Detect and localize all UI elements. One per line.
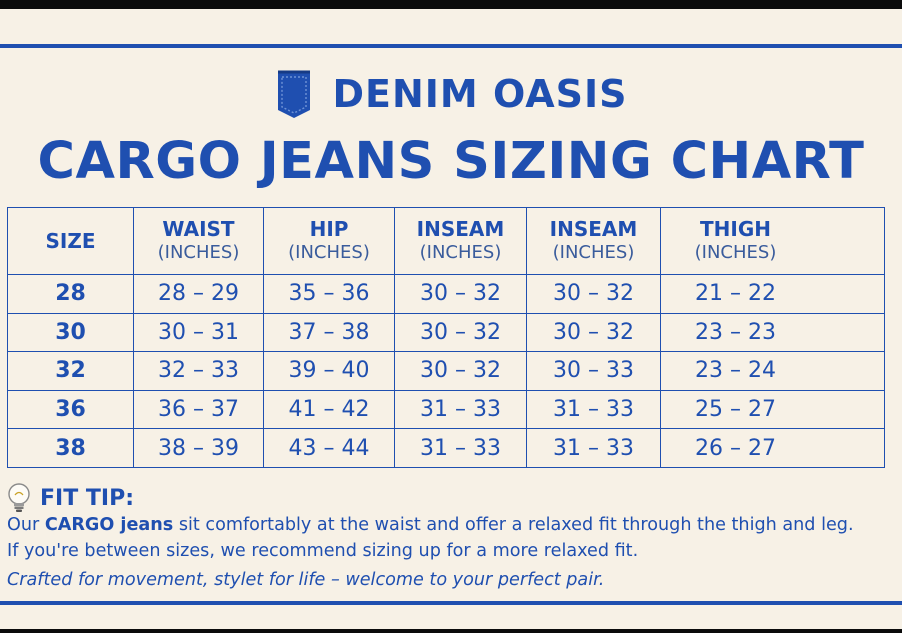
size-cell: 28	[7, 274, 134, 314]
hip-cell: 35 – 36	[263, 274, 395, 314]
page-title: CARGO JEANS SIZING CHART	[37, 132, 865, 191]
sizing-table: SIZE WAIST (INCHES) HIP (INCHES) INSEAM (IN…	[7, 207, 885, 468]
column-header-waist: WAIST (INCHES)	[133, 207, 264, 275]
column-header-thigh: THIGH (INCHES)	[660, 207, 885, 275]
size-cell: 32	[7, 351, 134, 391]
fit-tip-line-1: Our CARGO jeans sit comfortably at the w…	[7, 515, 854, 535]
tagline: Crafted for movement, stylet for life – …	[7, 570, 605, 590]
inseam-cell: 31 – 33	[394, 389, 527, 430]
top-border-band	[0, 0, 902, 9]
bottom-border-band	[0, 629, 902, 633]
waist-cell: 30 – 31	[133, 312, 264, 353]
fit-tip-text: Our CARGO jeans sit comfortably at the w…	[7, 512, 902, 564]
jeans-pocket-icon	[274, 68, 314, 120]
size-cell: 36	[7, 389, 134, 430]
table-row: 36 36 – 37 41 – 42 31 – 33 31 – 33 25 – …	[7, 389, 885, 430]
size-cell: 38	[7, 428, 134, 468]
thigh-cell: 25 – 27	[660, 389, 885, 430]
inseam-cell-2: 30 – 32	[526, 312, 661, 353]
column-header-size: SIZE	[7, 207, 134, 275]
inseam-cell-2: 31 – 33	[526, 389, 661, 430]
brand-name: DENIM OASIS	[332, 72, 628, 116]
table-row: 38 38 – 39 43 – 44 31 – 33 31 – 33 26 – …	[7, 428, 885, 468]
column-header-inseam-2: INSEAM (INCHES)	[526, 207, 661, 275]
inseam-cell: 31 – 33	[394, 428, 527, 468]
fit-tip-heading: FIT TIP:	[6, 482, 134, 514]
waist-cell: 36 – 37	[133, 389, 264, 430]
table-row: 32 32 – 33 39 – 40 30 – 32 30 – 33 23 – …	[7, 351, 885, 391]
inseam-cell: 30 – 32	[394, 312, 527, 353]
thigh-cell: 26 – 27	[660, 428, 885, 468]
thigh-cell: 23 – 23	[660, 312, 885, 353]
brand-header: DENIM OASIS	[0, 68, 902, 120]
size-cell: 30	[7, 312, 134, 353]
thigh-cell: 21 – 22	[660, 274, 885, 314]
hip-cell: 39 – 40	[263, 351, 395, 391]
inseam-cell-2: 30 – 32	[526, 274, 661, 314]
hip-cell: 37 – 38	[263, 312, 395, 353]
fit-tip-line-2: If you're between sizes, we recommend si…	[7, 541, 639, 561]
thigh-cell: 23 – 24	[660, 351, 885, 391]
hip-cell: 43 – 44	[263, 428, 395, 468]
waist-cell: 28 – 29	[133, 274, 264, 314]
inseam-cell-2: 30 – 33	[526, 351, 661, 391]
table-header-row: SIZE WAIST (INCHES) HIP (INCHES) INSEAM (IN…	[7, 207, 885, 275]
fit-tip-label: FIT TIP:	[40, 485, 134, 511]
table-row: 28 28 – 29 35 – 36 30 – 32 30 – 32 21 – …	[7, 274, 885, 314]
lightbulb-icon	[6, 482, 32, 514]
waist-cell: 32 – 33	[133, 351, 264, 391]
top-divider	[0, 44, 902, 48]
bottom-divider	[0, 601, 902, 605]
column-header-hip: HIP (INCHES)	[263, 207, 395, 275]
column-header-inseam: INSEAM (INCHES)	[394, 207, 527, 275]
waist-cell: 38 – 39	[133, 428, 264, 468]
inseam-cell-2: 31 – 33	[526, 428, 661, 468]
inseam-cell: 30 – 32	[394, 274, 527, 314]
table-row: 30 30 – 31 37 – 38 30 – 32 30 – 32 23 – …	[7, 312, 885, 353]
hip-cell: 41 – 42	[263, 389, 395, 430]
inseam-cell: 30 – 32	[394, 351, 527, 391]
